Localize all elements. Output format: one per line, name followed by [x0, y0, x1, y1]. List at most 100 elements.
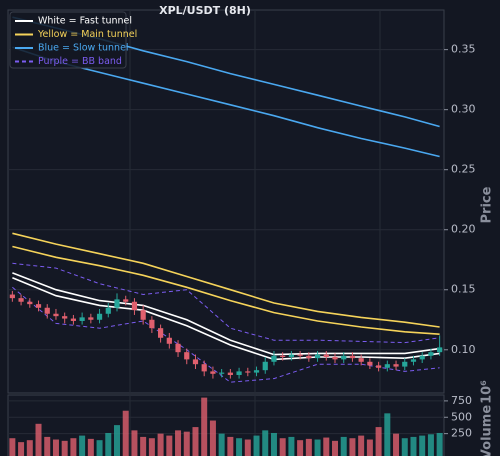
y-tick-label: 0.20 — [451, 223, 476, 236]
volume-bar — [419, 435, 426, 456]
candle-body — [131, 301, 138, 311]
volume-bar — [79, 435, 86, 456]
volume-bar — [332, 440, 338, 456]
candle-body — [44, 307, 50, 314]
candle-body — [184, 352, 190, 360]
candle-body — [27, 301, 33, 305]
volume-bar — [140, 436, 147, 456]
candle-body — [114, 299, 120, 308]
volume-bar — [218, 433, 225, 456]
candle-body — [253, 370, 260, 373]
candle-body — [201, 364, 207, 372]
candle-body — [419, 355, 425, 360]
volume-bar — [279, 438, 286, 456]
volume-bar — [26, 440, 33, 456]
volume-bar — [323, 437, 330, 456]
legend-label: White = Fast tunnel — [38, 16, 132, 27]
candle-body — [149, 319, 155, 329]
legend-box — [9, 11, 127, 69]
candle-body — [192, 359, 199, 365]
volume-bar — [175, 430, 182, 456]
candle-body — [105, 307, 111, 314]
volume-bar — [410, 436, 417, 456]
volume-bar — [384, 413, 391, 456]
legend-label: Purple = BB band — [38, 56, 122, 67]
volume-bar — [288, 436, 295, 456]
candle-body — [262, 361, 268, 371]
candle-body — [18, 298, 24, 302]
candle-body — [70, 318, 76, 321]
marks — [9, 16, 443, 456]
volume-bar — [209, 420, 216, 456]
volume-bar — [192, 427, 199, 456]
candle-body — [306, 355, 312, 359]
candle-body — [358, 358, 364, 362]
volume-bar — [61, 440, 68, 456]
candle-body — [402, 361, 408, 367]
candle-body — [341, 355, 347, 360]
volume-bar — [366, 439, 373, 456]
legend: White = Fast tunnel Yellow = Main tunnel B… — [9, 11, 137, 69]
volume-bar — [427, 434, 434, 456]
y-tick-label: 250 — [451, 427, 472, 440]
candle-body — [367, 361, 373, 366]
volume-bar — [201, 397, 208, 456]
y-tick-label: 0.10 — [451, 343, 476, 356]
candle-body — [140, 310, 146, 320]
price-panel — [7, 9, 445, 394]
volume-bar — [157, 433, 164, 456]
legend-label: Yellow = Main tunnel — [37, 29, 137, 40]
volume-bar — [244, 439, 251, 456]
candle-body — [437, 347, 443, 353]
volume-bar — [183, 431, 190, 456]
candle-body — [62, 316, 68, 319]
candle-body — [428, 352, 434, 356]
y-axis-label: Volume — [480, 405, 495, 456]
band-line — [12, 276, 440, 361]
volume-bar — [35, 423, 42, 456]
y-axis-label: Price — [480, 186, 495, 223]
y-tick-label: 0.15 — [451, 283, 476, 296]
volume-bar — [166, 435, 173, 456]
candle-body — [410, 359, 417, 362]
candle-body — [210, 371, 216, 374]
vertical-grid — [129, 10, 381, 456]
candle-body — [376, 365, 382, 368]
legend-label: Blue = Slow tunnel — [38, 43, 129, 54]
y-tick-label: 750 — [451, 394, 472, 407]
band-line — [12, 272, 440, 356]
volume-bar — [270, 432, 277, 456]
candle-body — [35, 304, 42, 308]
candle-body — [297, 354, 303, 356]
volume-bar — [253, 435, 260, 456]
volume-bar — [9, 438, 16, 456]
y-tick-label: 0.25 — [451, 163, 476, 176]
candle-body — [158, 328, 164, 338]
volume-bar — [436, 432, 443, 456]
volume-bar — [297, 440, 304, 456]
volume-bar — [227, 436, 234, 456]
band-line — [12, 232, 440, 328]
volume-bar — [105, 432, 112, 456]
candle-body — [332, 356, 338, 360]
candle-body — [280, 355, 286, 357]
volume-bar — [262, 430, 269, 456]
volume-bar — [52, 439, 59, 456]
candle-body — [79, 317, 85, 321]
candle-body — [219, 372, 225, 374]
volume-bar — [148, 438, 155, 456]
candle-body — [349, 355, 356, 359]
volume-bar — [18, 442, 25, 456]
y-tick-label: 500 — [451, 410, 472, 423]
volume-bar — [305, 438, 312, 456]
candle-body — [175, 343, 181, 353]
volume-bar — [122, 410, 129, 456]
volume-bar — [87, 438, 94, 456]
candle-body — [393, 364, 399, 367]
band-line — [12, 245, 440, 335]
volume-bar — [358, 435, 365, 456]
volume-bar — [393, 433, 400, 456]
y-tick-label: 0.35 — [451, 43, 476, 56]
candle-body — [288, 354, 294, 357]
